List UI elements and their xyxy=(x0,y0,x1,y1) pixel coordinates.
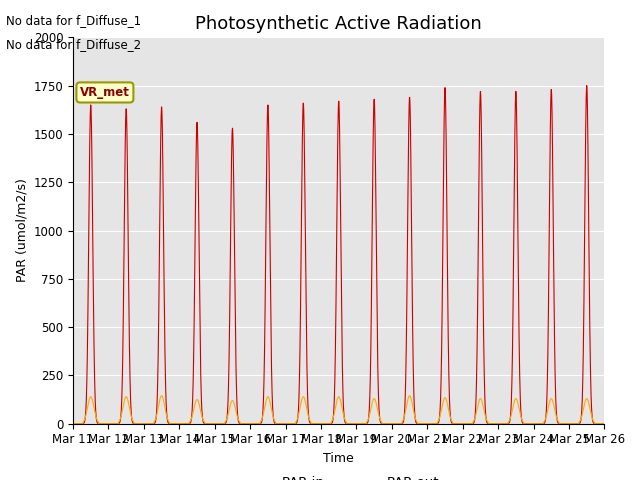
Text: No data for f_Diffuse_1: No data for f_Diffuse_1 xyxy=(6,14,141,27)
Y-axis label: PAR (umol/m2/s): PAR (umol/m2/s) xyxy=(15,179,28,282)
Legend: PAR in, PAR out: PAR in, PAR out xyxy=(234,471,444,480)
X-axis label: Time: Time xyxy=(323,452,354,465)
Text: No data for f_Diffuse_2: No data for f_Diffuse_2 xyxy=(6,38,141,51)
Text: VR_met: VR_met xyxy=(80,86,130,99)
Title: Photosynthetic Active Radiation: Photosynthetic Active Radiation xyxy=(195,15,482,33)
